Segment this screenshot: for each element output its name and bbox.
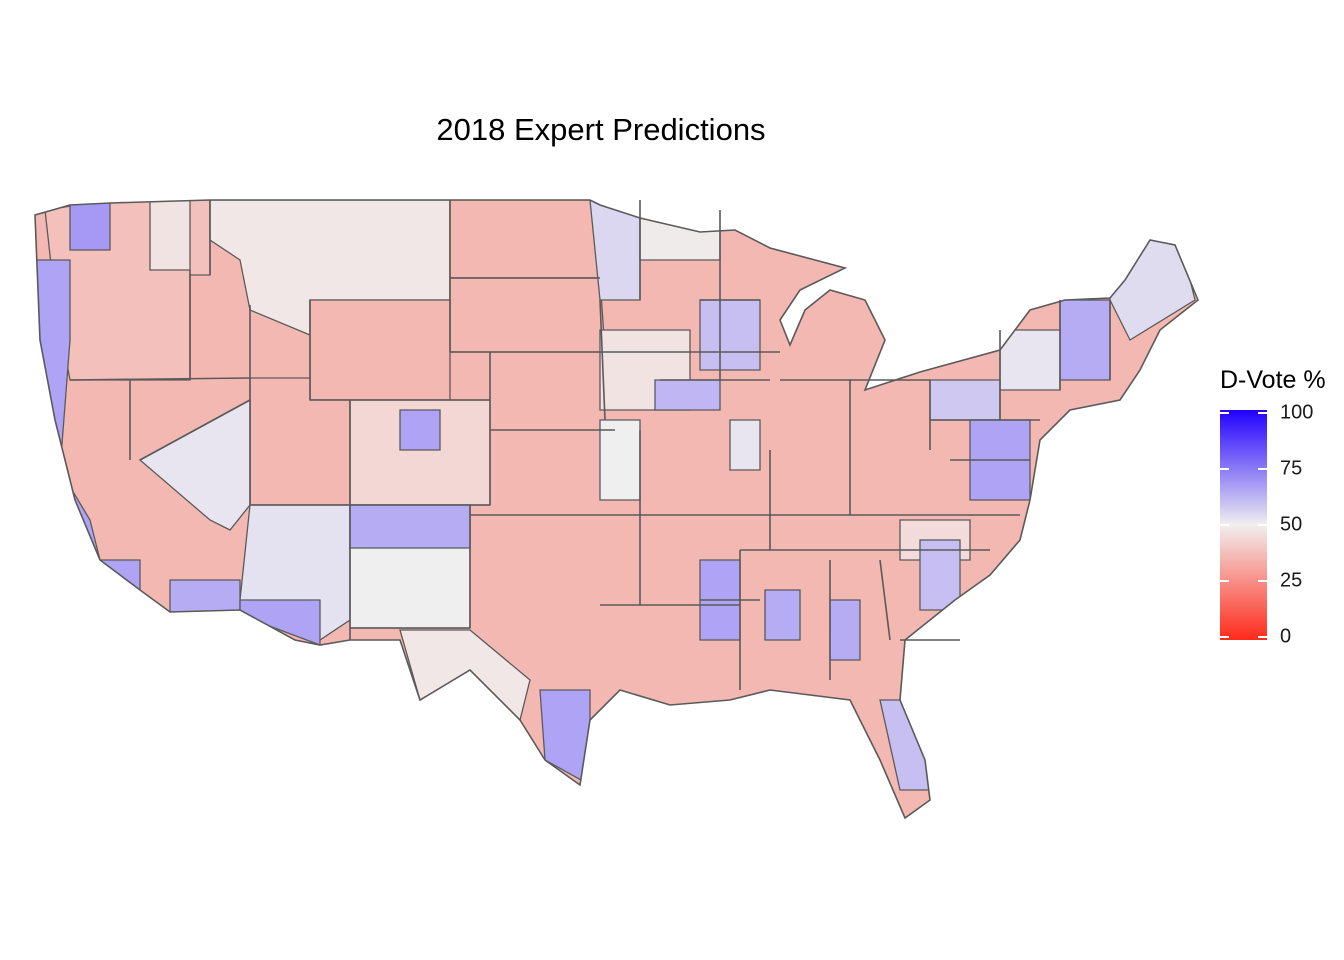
district-region <box>149 200 191 271</box>
legend-tick-label: 75 <box>1280 457 1303 480</box>
legend-tick-mark <box>1258 468 1267 470</box>
district-region <box>99 559 141 601</box>
district-region <box>69 200 111 251</box>
district-fills <box>35 200 1198 818</box>
district-region <box>829 599 861 661</box>
legend-tick-mark <box>1220 524 1229 526</box>
district-region <box>449 277 606 353</box>
district-region <box>699 299 761 371</box>
legend-tick-mark <box>1220 412 1229 414</box>
legend-tick-label: 0 <box>1280 625 1292 648</box>
state-border <box>69 377 251 381</box>
district-region <box>309 299 451 401</box>
legend-tick-mark <box>1258 636 1267 638</box>
legend-tick-mark <box>1258 524 1267 526</box>
district-region <box>639 209 721 261</box>
state-borders <box>34 199 1199 820</box>
map-title: 2018 Expert Predictions <box>436 112 766 147</box>
country-outline <box>34 199 1199 820</box>
state-border <box>139 399 251 461</box>
legend-tick-mark <box>1258 580 1267 582</box>
district-region <box>1059 299 1111 381</box>
legend-tick-mark <box>1220 636 1229 638</box>
district-region <box>729 419 761 471</box>
color-legend: D-Vote % 100 75 50 25 0 <box>1216 366 1344 666</box>
district-region <box>169 579 241 613</box>
district-region <box>599 419 641 501</box>
legend-tick-mark <box>1220 580 1229 582</box>
district-region <box>449 200 601 279</box>
state-border <box>599 299 606 421</box>
district-region <box>929 379 1001 421</box>
district-region <box>764 589 801 641</box>
district-region <box>239 599 321 646</box>
district-region <box>399 409 441 451</box>
legend-tick-label: 25 <box>1280 569 1303 592</box>
district-region <box>654 379 721 411</box>
state-border <box>879 559 891 641</box>
legend-tick-label: 50 <box>1280 513 1303 536</box>
legend-tick-label: 100 <box>1280 401 1314 424</box>
legend-title: D-Vote % <box>1220 366 1326 394</box>
district-region <box>349 504 471 549</box>
district-region <box>1109 239 1196 341</box>
legend-tick-mark <box>1220 468 1229 470</box>
legend-tick-mark <box>1258 412 1267 414</box>
